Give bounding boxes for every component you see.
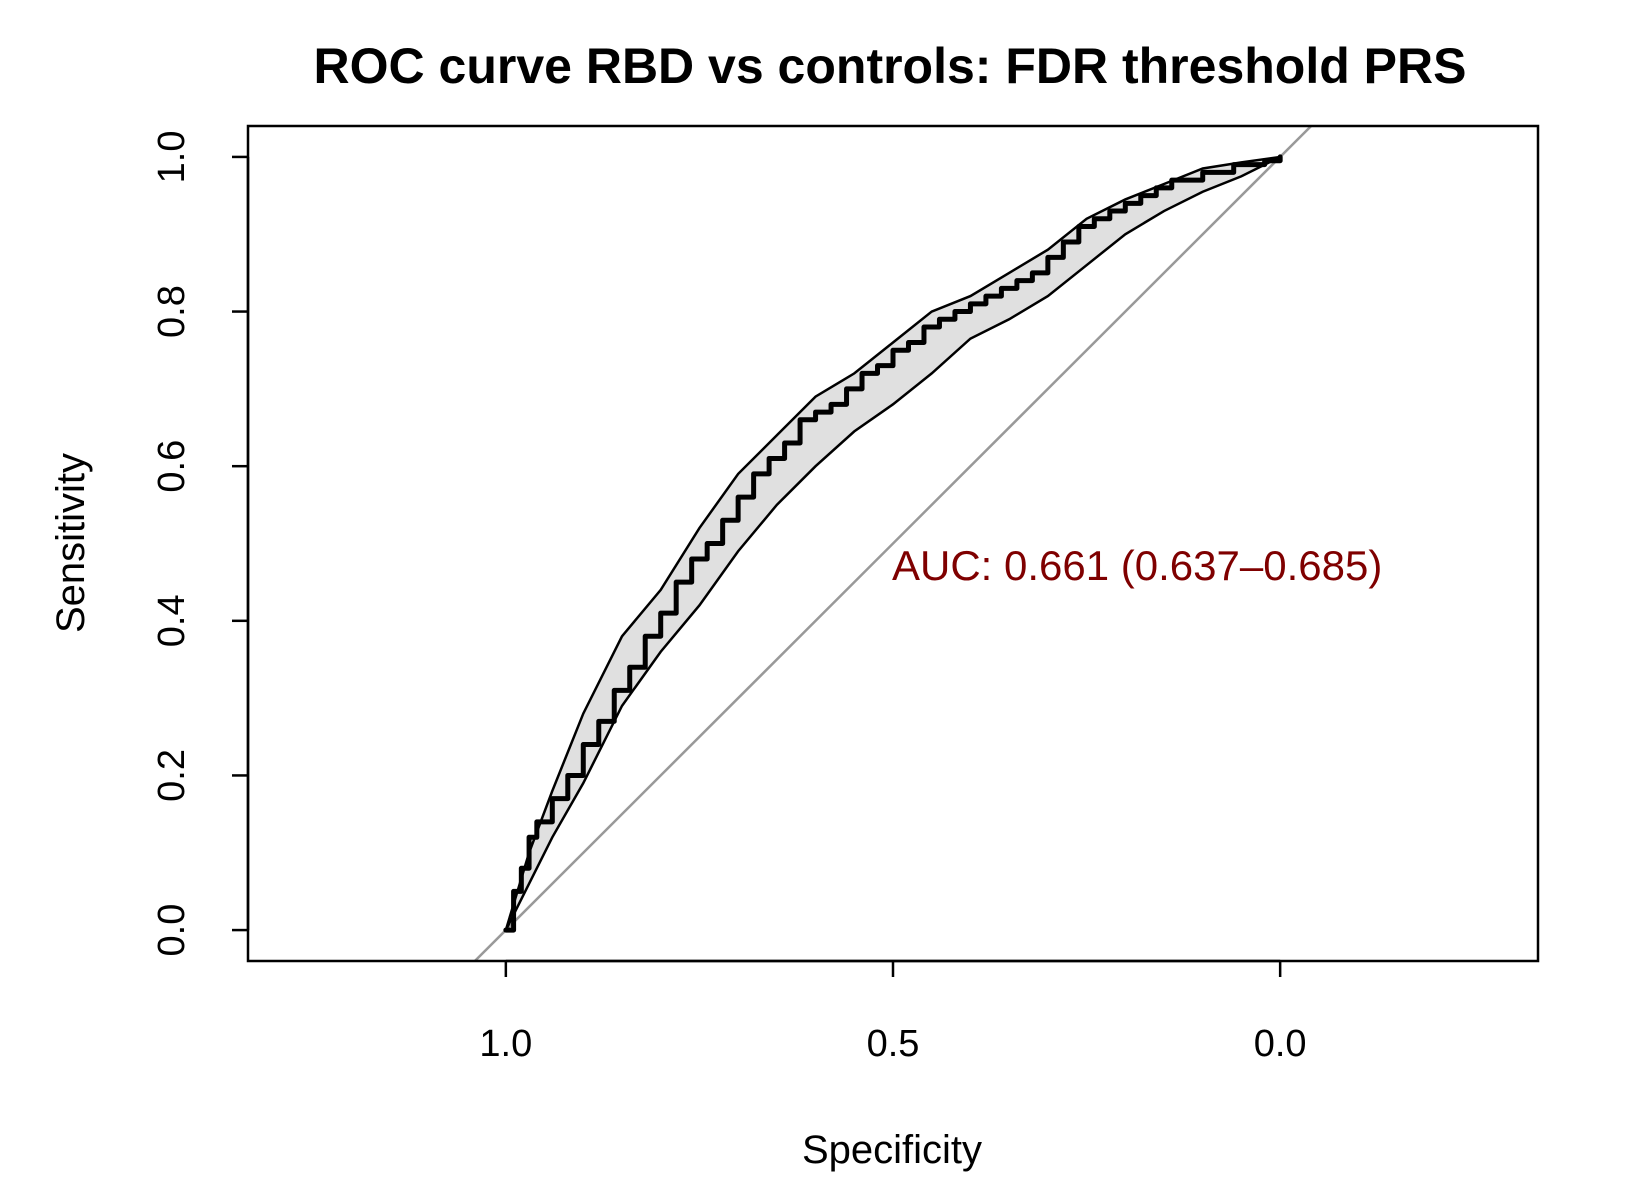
x-axis: 1.0 0.5 0.0 xyxy=(479,959,1307,1065)
diagonal-reference-line xyxy=(473,126,1313,961)
y-tick-label: 0.4 xyxy=(151,594,193,647)
x-axis-label: Specificity xyxy=(802,1128,982,1172)
ci-upper-line xyxy=(504,155,1281,931)
ci-lower-line xyxy=(504,155,1281,931)
y-tick-label: 0.2 xyxy=(151,749,193,802)
y-tick-label: 0.8 xyxy=(151,285,193,338)
roc-curve-line xyxy=(503,154,1283,933)
y-axis-label: Sensitivity xyxy=(49,453,93,633)
y-axis: 0.0 0.2 0.4 0.6 0.8 1.0 xyxy=(151,131,250,957)
chart-title: ROC curve RBD vs controls: FDR threshold… xyxy=(314,38,1467,94)
y-tick-label: 0.0 xyxy=(151,904,193,957)
auc-annotation: AUC: 0.661 (0.637–0.685) xyxy=(892,542,1382,589)
x-tick-label: 1.0 xyxy=(479,1023,532,1065)
y-tick-label: 0.6 xyxy=(151,440,193,493)
plot-area xyxy=(473,126,1313,961)
x-tick-label: 0.5 xyxy=(867,1023,920,1065)
y-tick-label: 1.0 xyxy=(151,131,193,184)
x-tick-label: 0.0 xyxy=(1254,1023,1307,1065)
